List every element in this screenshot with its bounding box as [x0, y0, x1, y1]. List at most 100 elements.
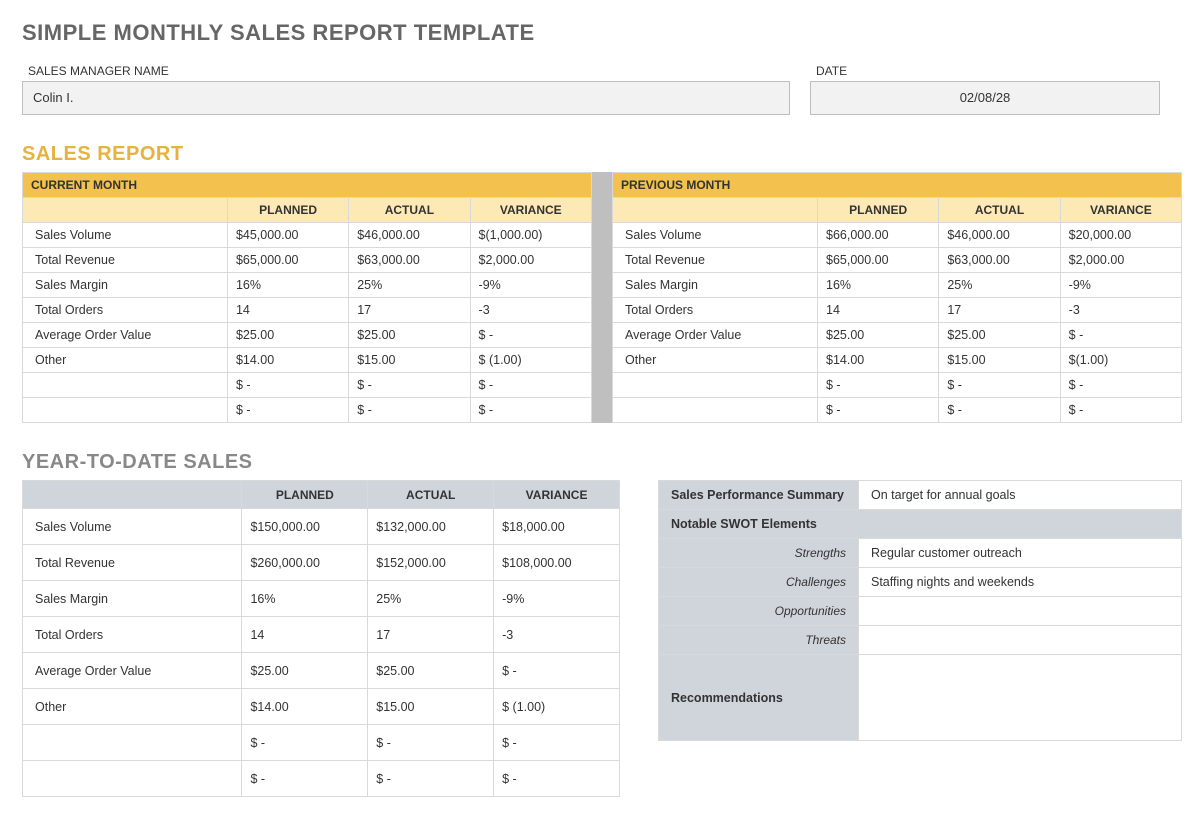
- actual-cell[interactable]: $ -: [368, 725, 494, 761]
- planned-cell[interactable]: $ -: [227, 373, 348, 398]
- opportunities-value[interactable]: [859, 597, 1182, 626]
- variance-cell[interactable]: -9%: [470, 273, 591, 298]
- actual-cell[interactable]: $25.00: [349, 323, 470, 348]
- variance-cell[interactable]: $2,000.00: [1060, 248, 1181, 273]
- variance-cell[interactable]: $18,000.00: [494, 509, 620, 545]
- planned-cell[interactable]: 14: [227, 298, 348, 323]
- actual-cell[interactable]: $15.00: [939, 348, 1060, 373]
- variance-cell[interactable]: $ -: [470, 398, 591, 423]
- metric-cell: Total Revenue: [613, 248, 818, 273]
- variance-cell[interactable]: $ -: [470, 373, 591, 398]
- table-row: Other $14.00 $15.00 $ (1.00): [23, 689, 620, 725]
- planned-cell[interactable]: 16%: [242, 581, 368, 617]
- metric-cell: Average Order Value: [23, 323, 228, 348]
- actual-cell[interactable]: $152,000.00: [368, 545, 494, 581]
- planned-cell[interactable]: 16%: [818, 273, 939, 298]
- actual-cell[interactable]: $15.00: [349, 348, 470, 373]
- planned-cell[interactable]: $14.00: [818, 348, 939, 373]
- variance-cell[interactable]: $ -: [470, 323, 591, 348]
- actual-cell[interactable]: 17: [939, 298, 1060, 323]
- planned-cell[interactable]: $ -: [818, 373, 939, 398]
- variance-cell[interactable]: -3: [1060, 298, 1181, 323]
- sales-report-title: SALES REPORT: [22, 143, 1182, 166]
- challenges-value[interactable]: Staffing nights and weekends: [859, 568, 1182, 597]
- planned-cell[interactable]: $150,000.00: [242, 509, 368, 545]
- table-row: $ - $ - $ -: [23, 398, 592, 423]
- variance-cell[interactable]: -9%: [494, 581, 620, 617]
- variance-cell[interactable]: -3: [494, 617, 620, 653]
- variance-cell[interactable]: $(1,000.00): [470, 223, 591, 248]
- table-row: Sales Margin16%25%-9%: [613, 273, 1182, 298]
- planned-cell[interactable]: $65,000.00: [227, 248, 348, 273]
- actual-cell[interactable]: $ -: [939, 373, 1060, 398]
- metric-cell: Total Orders: [613, 298, 818, 323]
- planned-cell[interactable]: $14.00: [227, 348, 348, 373]
- threats-value[interactable]: [859, 626, 1182, 655]
- perf-summary-value[interactable]: On target for annual goals: [859, 481, 1182, 510]
- actual-cell[interactable]: $63,000.00: [939, 248, 1060, 273]
- actual-cell[interactable]: $25.00: [368, 653, 494, 689]
- variance-cell[interactable]: $ -: [1060, 373, 1181, 398]
- planned-cell[interactable]: $14.00: [242, 689, 368, 725]
- table-row: Other $14.00 $15.00$(1.00): [613, 348, 1182, 373]
- planned-cell[interactable]: 14: [242, 617, 368, 653]
- planned-cell[interactable]: $25.00: [242, 653, 368, 689]
- actual-cell[interactable]: $15.00: [368, 689, 494, 725]
- actual-cell[interactable]: $46,000.00: [939, 223, 1060, 248]
- planned-cell[interactable]: $ -: [227, 398, 348, 423]
- planned-cell[interactable]: $65,000.00: [818, 248, 939, 273]
- actual-cell[interactable]: $46,000.00: [349, 223, 470, 248]
- variance-cell[interactable]: $ -: [494, 761, 620, 797]
- actual-cell[interactable]: $ -: [939, 398, 1060, 423]
- actual-cell[interactable]: $ -: [349, 373, 470, 398]
- actual-cell[interactable]: 25%: [349, 273, 470, 298]
- variance-cell[interactable]: $108,000.00: [494, 545, 620, 581]
- variance-cell[interactable]: $2,000.00: [470, 248, 591, 273]
- planned-cell[interactable]: 14: [818, 298, 939, 323]
- recommendations-label: Recommendations: [659, 655, 859, 741]
- table-row: $ - $ - $ -: [613, 398, 1182, 423]
- actual-cell[interactable]: $ -: [368, 761, 494, 797]
- metric-cell: [613, 398, 818, 423]
- planned-cell[interactable]: $45,000.00: [227, 223, 348, 248]
- metric-cell: [613, 373, 818, 398]
- planned-cell[interactable]: 16%: [227, 273, 348, 298]
- variance-cell[interactable]: $ -: [494, 725, 620, 761]
- current-month-table: CURRENT MONTHPLANNEDACTUALVARIANCESales …: [22, 172, 592, 423]
- variance-cell[interactable]: -9%: [1060, 273, 1181, 298]
- variance-cell[interactable]: $20,000.00: [1060, 223, 1181, 248]
- variance-cell[interactable]: $ (1.00): [494, 689, 620, 725]
- planned-cell[interactable]: $66,000.00: [818, 223, 939, 248]
- ytd-table: PLANNEDACTUALVARIANCESales Volume$150,00…: [22, 480, 620, 797]
- variance-cell[interactable]: $ (1.00): [470, 348, 591, 373]
- actual-cell[interactable]: $63,000.00: [349, 248, 470, 273]
- metric-cell: Total Revenue: [23, 545, 242, 581]
- variance-cell[interactable]: $(1.00): [1060, 348, 1181, 373]
- manager-input[interactable]: Colin I.: [22, 81, 790, 115]
- metric-cell: Other: [23, 348, 228, 373]
- actual-cell[interactable]: 17: [349, 298, 470, 323]
- variance-cell[interactable]: -3: [470, 298, 591, 323]
- variance-cell[interactable]: $ -: [494, 653, 620, 689]
- planned-cell[interactable]: $25.00: [818, 323, 939, 348]
- strengths-value[interactable]: Regular customer outreach: [859, 539, 1182, 568]
- actual-cell[interactable]: $132,000.00: [368, 509, 494, 545]
- opportunities-label: Opportunities: [659, 597, 859, 626]
- metric-cell: [23, 725, 242, 761]
- actual-cell[interactable]: 25%: [939, 273, 1060, 298]
- actual-cell[interactable]: 25%: [368, 581, 494, 617]
- planned-cell[interactable]: $260,000.00: [242, 545, 368, 581]
- planned-cell[interactable]: $ -: [242, 725, 368, 761]
- planned-cell[interactable]: $ -: [242, 761, 368, 797]
- variance-cell[interactable]: $ -: [1060, 323, 1181, 348]
- recommendations-value[interactable]: [859, 655, 1182, 741]
- variance-cell[interactable]: $ -: [1060, 398, 1181, 423]
- date-input[interactable]: 02/08/28: [810, 81, 1160, 115]
- actual-cell[interactable]: $25.00: [939, 323, 1060, 348]
- table-row: Total Orders1417-3: [23, 617, 620, 653]
- planned-cell[interactable]: $25.00: [227, 323, 348, 348]
- table-row: Sales Volume$150,000.00$132,000.00$18,00…: [23, 509, 620, 545]
- planned-cell[interactable]: $ -: [818, 398, 939, 423]
- actual-cell[interactable]: 17: [368, 617, 494, 653]
- actual-cell[interactable]: $ -: [349, 398, 470, 423]
